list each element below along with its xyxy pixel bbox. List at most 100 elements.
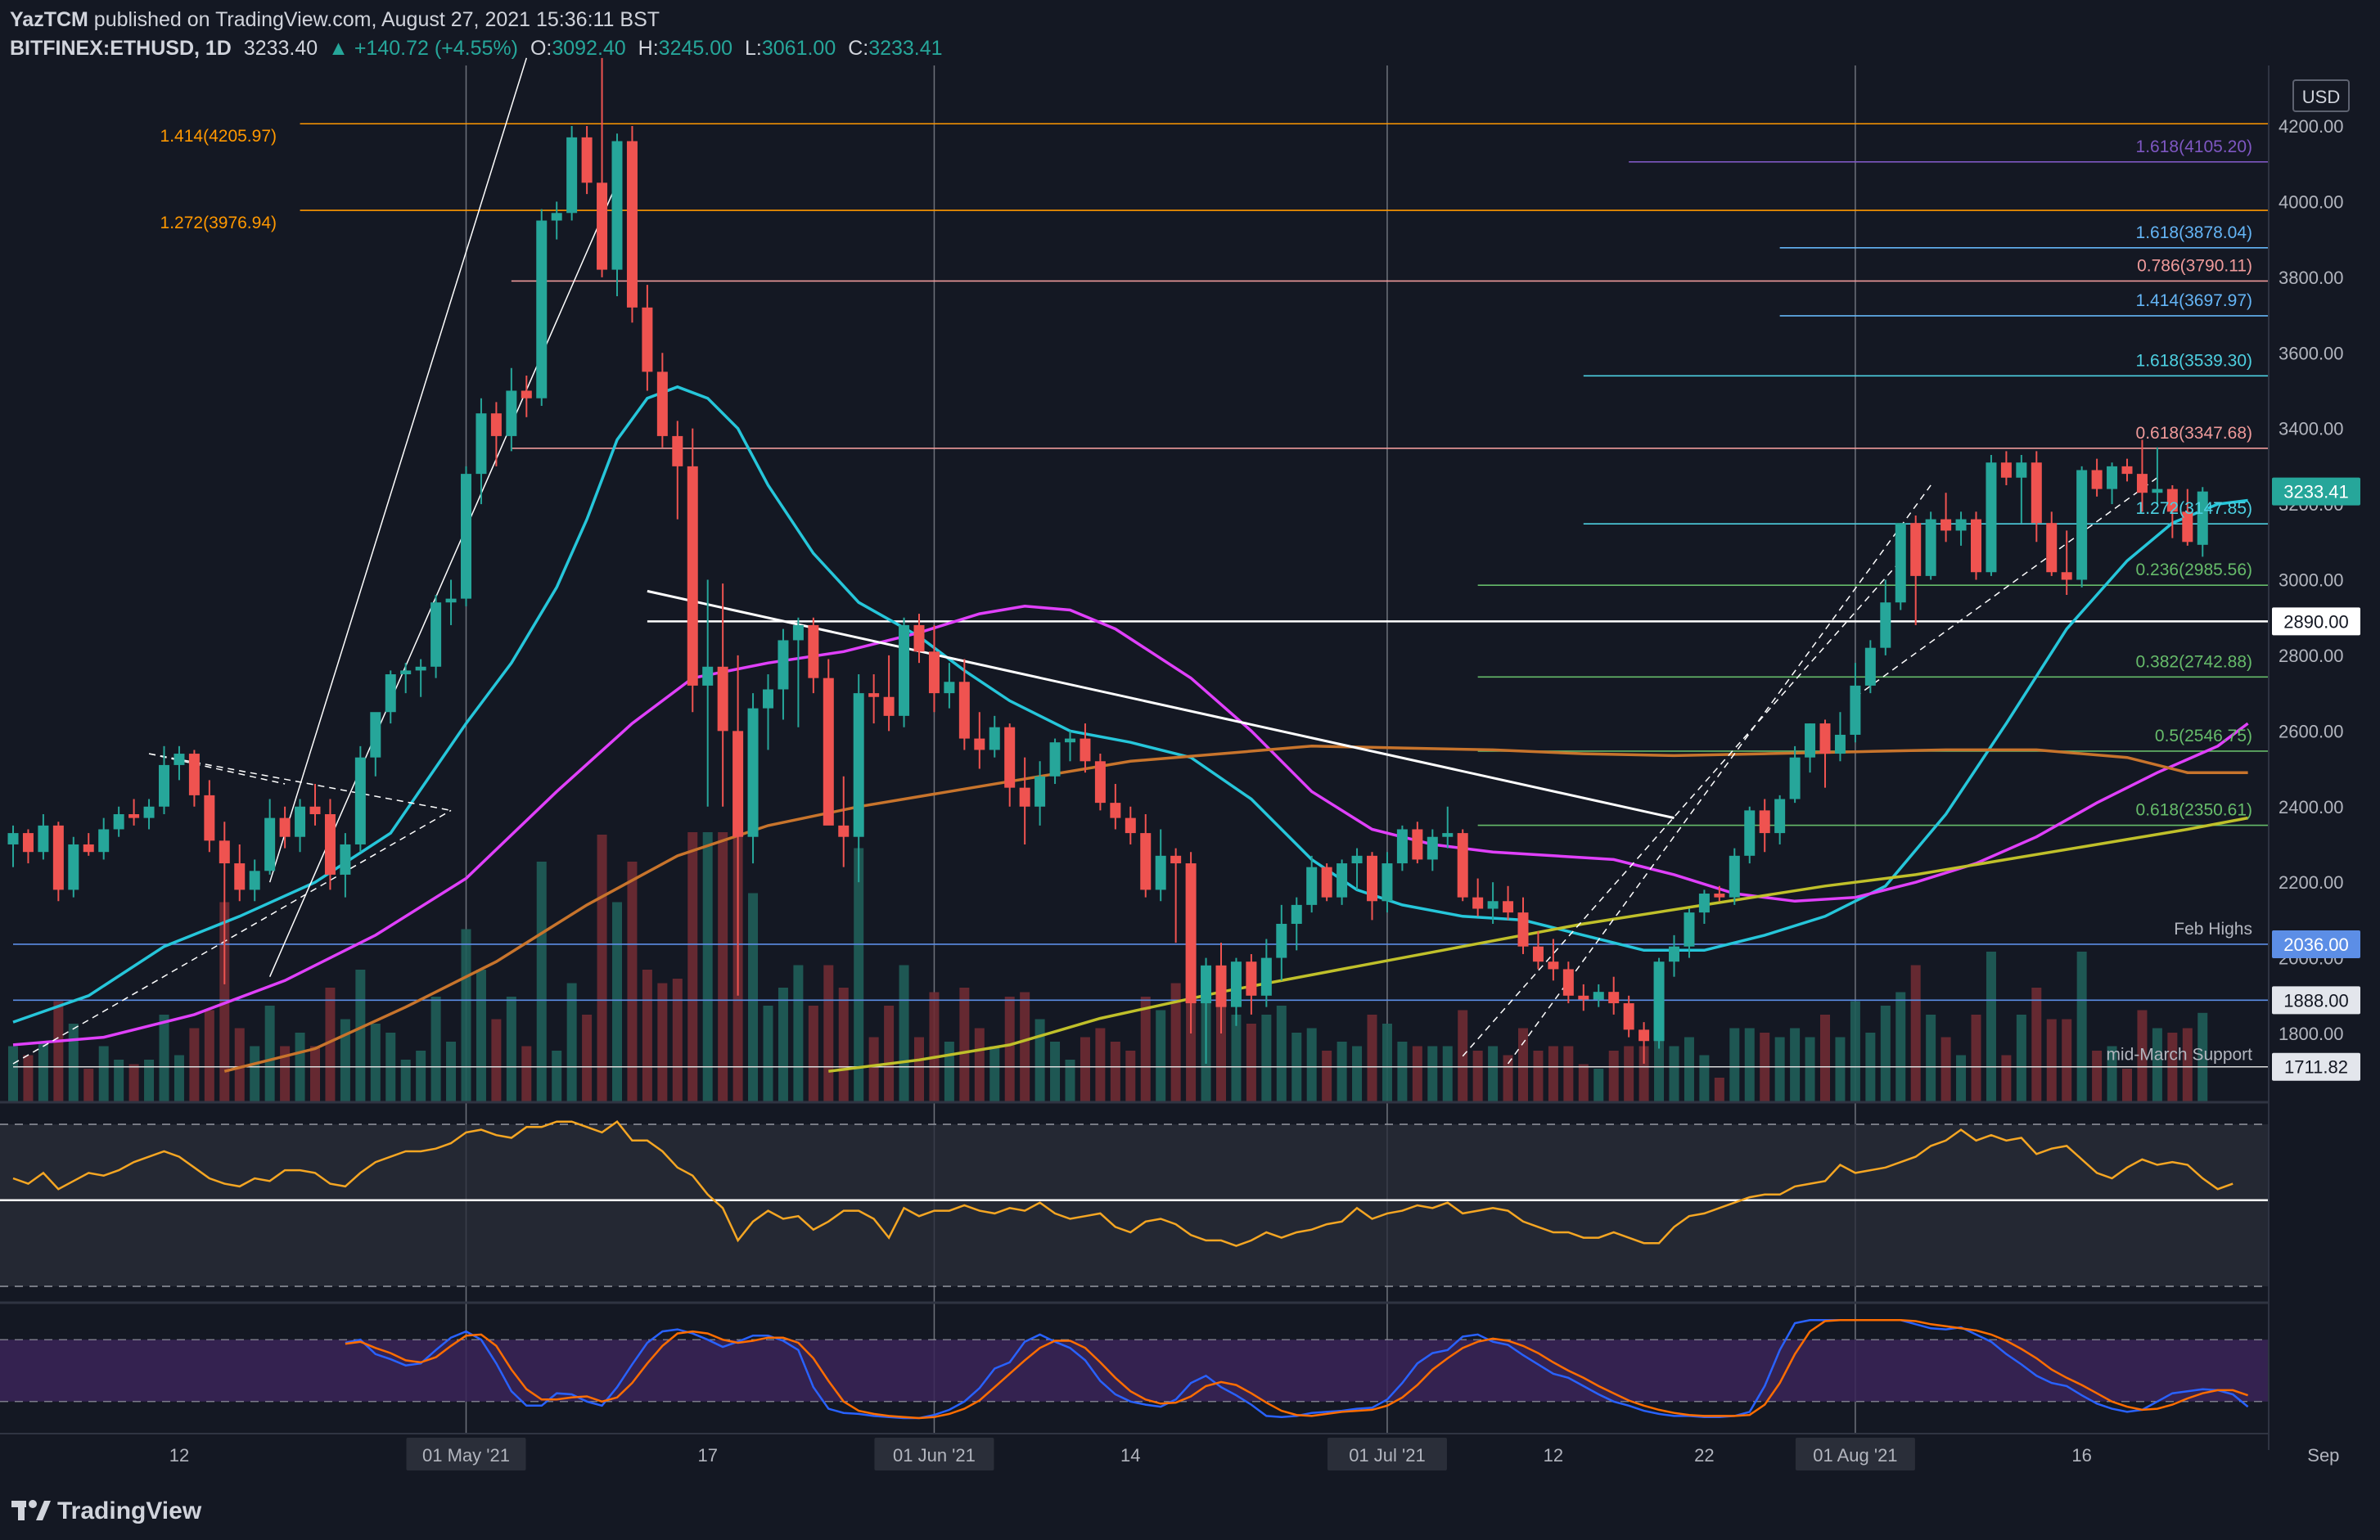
candle[interactable]: [1698, 889, 1710, 924]
candle[interactable]: [732, 655, 744, 996]
candle[interactable]: [1955, 511, 1967, 546]
candle[interactable]: [38, 813, 49, 860]
candle[interactable]: [1986, 455, 1997, 576]
candle[interactable]: [1925, 511, 1936, 580]
candle[interactable]: [1034, 761, 1046, 826]
candle[interactable]: [989, 715, 1000, 758]
candle[interactable]: [1971, 511, 1981, 580]
candle[interactable]: [1215, 943, 1227, 1033]
candle[interactable]: [656, 353, 668, 448]
candle[interactable]: [1291, 897, 1302, 951]
candle[interactable]: [778, 628, 789, 720]
candle[interactable]: [702, 579, 714, 807]
candle[interactable]: [174, 745, 185, 781]
candle[interactable]: [204, 780, 215, 853]
candle[interactable]: [1185, 852, 1197, 1033]
candle[interactable]: [1336, 859, 1348, 905]
candle[interactable]: [1653, 957, 1665, 1049]
candle[interactable]: [234, 844, 246, 902]
candle[interactable]: [1819, 719, 1831, 788]
candle[interactable]: [717, 583, 728, 807]
candle[interactable]: [1941, 493, 1952, 543]
candle[interactable]: [2197, 487, 2208, 557]
candle[interactable]: [98, 817, 110, 860]
candle[interactable]: [521, 375, 532, 417]
candle[interactable]: [551, 201, 562, 240]
candle[interactable]: [1367, 852, 1377, 921]
candle[interactable]: [324, 799, 336, 890]
candle[interactable]: [385, 670, 396, 724]
candle[interactable]: [1412, 822, 1423, 864]
candle[interactable]: [2046, 511, 2058, 576]
candle[interactable]: [792, 617, 804, 727]
candle[interactable]: [2076, 466, 2088, 588]
candle[interactable]: [672, 421, 683, 520]
candle[interactable]: [279, 806, 291, 849]
candle[interactable]: [1246, 953, 1257, 1015]
symbol-name[interactable]: BITFINEX:ETHUSD, 1D: [10, 37, 232, 60]
candle[interactable]: [1094, 754, 1106, 811]
candle[interactable]: [506, 367, 517, 452]
candle[interactable]: [1548, 939, 1559, 981]
candle[interactable]: [83, 833, 94, 856]
candle[interactable]: [1170, 848, 1182, 943]
candle[interactable]: [1639, 1022, 1650, 1064]
candle[interactable]: [1260, 939, 1272, 1007]
candle[interactable]: [853, 674, 864, 883]
candle[interactable]: [597, 57, 608, 277]
candle[interactable]: [1080, 723, 1091, 773]
candle[interactable]: [128, 799, 140, 826]
candle[interactable]: [747, 693, 759, 864]
candles[interactable]: [7, 57, 2208, 1064]
candle[interactable]: [1019, 757, 1030, 844]
candle[interactable]: [1230, 957, 1242, 1026]
candle[interactable]: [113, 806, 124, 837]
candle[interactable]: [430, 594, 442, 678]
candle[interactable]: [2000, 451, 2012, 485]
candle[interactable]: [249, 859, 260, 902]
candle[interactable]: [1684, 908, 1695, 958]
candle[interactable]: [1578, 984, 1589, 1011]
candle[interactable]: [642, 285, 653, 391]
candle[interactable]: [823, 659, 834, 826]
candle[interactable]: [1759, 799, 1770, 853]
candle[interactable]: [1442, 806, 1454, 849]
candle[interactable]: [1850, 663, 1861, 743]
candle[interactable]: [883, 655, 895, 732]
candle[interactable]: [1140, 813, 1152, 898]
candle[interactable]: [159, 745, 169, 814]
candle[interactable]: [1608, 976, 1620, 1015]
candle[interactable]: [536, 209, 548, 406]
candle[interactable]: [1065, 731, 1075, 762]
candle[interactable]: [1669, 934, 1679, 977]
candle[interactable]: [1110, 784, 1121, 830]
candle[interactable]: [1503, 885, 1514, 921]
candle[interactable]: [1623, 995, 1634, 1038]
candle[interactable]: [1472, 878, 1484, 916]
candle[interactable]: [370, 712, 381, 777]
candle[interactable]: [1562, 961, 1574, 1004]
candle[interactable]: [1049, 738, 1061, 785]
candle[interactable]: [2166, 484, 2178, 538]
candle[interactable]: [1276, 904, 1287, 981]
candle[interactable]: [581, 126, 593, 195]
candle[interactable]: [415, 659, 426, 697]
candle[interactable]: [264, 799, 276, 875]
candle[interactable]: [445, 579, 457, 625]
candle[interactable]: [188, 750, 200, 807]
candle[interactable]: [944, 663, 955, 709]
candle[interactable]: [1396, 825, 1408, 871]
candle[interactable]: [868, 674, 880, 724]
candle[interactable]: [490, 402, 502, 466]
candle[interactable]: [309, 784, 321, 826]
candle[interactable]: [2016, 455, 2027, 524]
candle[interactable]: [1517, 897, 1529, 954]
candle[interactable]: [958, 659, 970, 750]
candle[interactable]: [1744, 806, 1756, 864]
candle[interactable]: [2107, 462, 2118, 505]
candle[interactable]: [219, 822, 230, 984]
candle[interactable]: [52, 822, 64, 902]
candle[interactable]: [1789, 745, 1801, 804]
candle[interactable]: [1351, 848, 1363, 890]
